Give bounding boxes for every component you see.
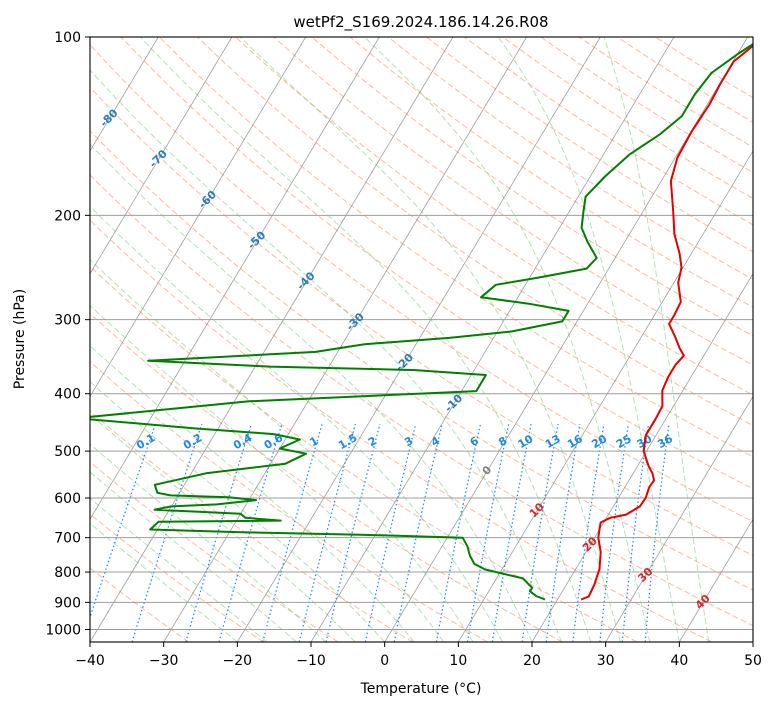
y-axis-label: Pressure (hPa) — [12, 289, 28, 389]
dry-adiabat-line — [90, 43, 753, 523]
dry-adiabat-line — [90, 265, 638, 642]
y-tick-label: 300 — [54, 313, 81, 329]
dewpoint-profile-line — [90, 42, 753, 601]
moist-adiabat-line — [90, 471, 297, 642]
moist-adiabat-line — [90, 258, 474, 642]
dry-adiabat-line — [90, 219, 712, 642]
dry-adiabat-label: -100 — [0, 22, 25, 51]
dry-adiabat-line — [90, 461, 339, 642]
isotherm-line — [90, 37, 307, 398]
mixing-ratio-line — [545, 423, 581, 642]
y-tick-label: 600 — [54, 491, 81, 507]
y-tick-label: 900 — [54, 595, 81, 611]
x-tick-label: 30 — [597, 653, 615, 669]
y-tick-label: 400 — [54, 387, 81, 403]
dry-adiabat-line — [197, 37, 753, 427]
mixing-ratio-line — [491, 423, 532, 642]
moist-adiabat-line — [90, 522, 238, 642]
isotherm-line — [752, 641, 753, 642]
isotherm-line — [457, 150, 753, 642]
isotherm-line — [531, 272, 753, 642]
dry-adiabat-line — [349, 37, 753, 308]
mixing-ratio-line — [262, 423, 323, 642]
x-axis-label: Temperature (°C) — [360, 681, 482, 697]
dry-adiabat-line — [90, 174, 753, 627]
dry-adiabat-line — [90, 360, 488, 642]
x-tick-label: −20 — [223, 653, 253, 669]
isotherm-line — [310, 37, 675, 642]
moist-adiabat-line — [90, 381, 386, 642]
dry-adiabat-line — [90, 513, 264, 642]
moist-adiabat-line — [603, 37, 710, 642]
dry-adiabat-line — [90, 130, 753, 591]
mixing-ratio-line — [364, 423, 417, 642]
moist-adiabat-line — [90, 143, 533, 642]
y-tick-label: 500 — [54, 444, 81, 460]
isotherm-line — [90, 37, 233, 275]
moist-adiabat-line — [497, 37, 680, 642]
isotherm-line — [90, 37, 454, 642]
moist-adiabat-line — [90, 345, 415, 642]
x-tick-label: 40 — [670, 653, 688, 669]
y-tick-label: 700 — [54, 531, 81, 547]
mixing-ratio-line — [393, 423, 443, 642]
mixing-ratio-line — [325, 423, 381, 642]
dry-adiabat-line — [158, 37, 753, 458]
moist-adiabat-line — [239, 37, 621, 642]
moist-adiabat-line — [90, 443, 327, 642]
dry-adiabat-line — [120, 37, 753, 490]
x-tick-label: 0 — [380, 653, 389, 669]
moist-adiabat-line — [90, 205, 503, 642]
moist-adiabat-line — [90, 497, 268, 642]
mixing-ratio-line — [218, 423, 283, 642]
mixing-ratio-line — [466, 423, 510, 642]
y-tick-label: 200 — [54, 208, 81, 224]
moist-adiabat-line — [140, 37, 592, 642]
dry-adiabat-line — [90, 312, 563, 642]
x-tick-label: 50 — [744, 653, 762, 669]
chart-title: wetPf2_S169.2024.186.14.26.R08 — [293, 13, 548, 32]
x-tick-label: 20 — [523, 653, 541, 669]
mixing-ratio-line — [521, 423, 559, 642]
isotherm-line — [605, 395, 753, 642]
y-tick-label: 1000 — [45, 622, 81, 638]
x-tick-label: −30 — [149, 653, 179, 669]
isotherm-line — [163, 37, 528, 642]
y-tick-label: 100 — [54, 30, 81, 46]
mixing-ratio-line — [298, 423, 356, 642]
dry-adiabat-label: -90 — [48, 65, 71, 88]
plot-frame — [89, 36, 754, 643]
temperature-profile-line — [580, 44, 753, 601]
moist-adiabat-line — [90, 413, 356, 642]
dry-adiabat-line — [273, 37, 753, 366]
isotherm-line — [90, 37, 380, 520]
isotherm-line — [0, 37, 11, 642]
x-tick-label: −10 — [296, 653, 326, 669]
mixing-ratio-line — [435, 423, 482, 642]
isotherm-line — [90, 37, 159, 152]
x-tick-label: 10 — [449, 653, 467, 669]
isotherm-line — [678, 518, 753, 642]
x-tick-label: −40 — [75, 653, 105, 669]
moist-adiabat-line — [90, 304, 445, 642]
y-tick-label: 800 — [54, 565, 81, 581]
